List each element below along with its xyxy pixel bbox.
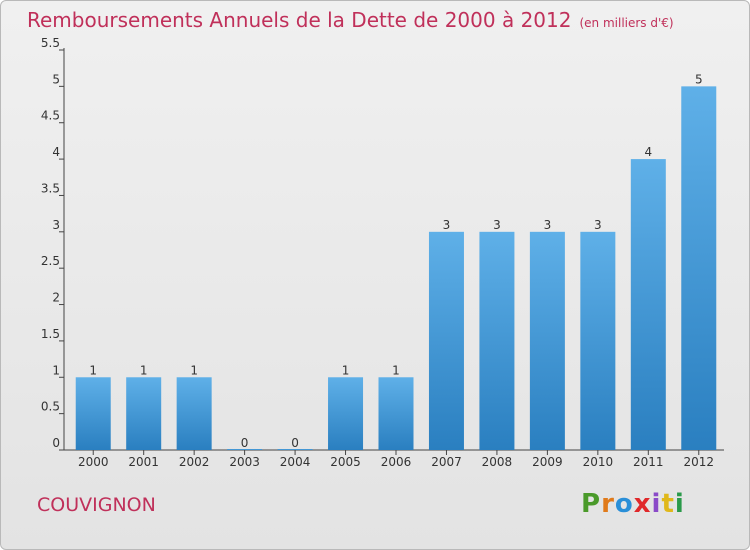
x-tick-label-2009: 2009 (532, 455, 563, 469)
value-label-2000: 1 (89, 363, 97, 377)
x-tick-label-2004: 2004 (280, 455, 311, 469)
y-tick-label: 0 (52, 436, 60, 450)
bar-2004 (277, 449, 313, 450)
chart-labels: 2000 1 2001 1 2002 1 2003 0 2004 0 2005 1 2006 1 2007 3… (78, 72, 714, 469)
bar-2001 (126, 377, 162, 450)
chart-title-text: Remboursements Annuels de la Dette de 20… (27, 8, 572, 32)
logo-letter: o (614, 489, 634, 519)
chart-bars (75, 86, 717, 450)
value-label-2006: 1 (392, 363, 400, 377)
x-tick-label-2012: 2012 (683, 455, 714, 469)
y-tick-label: 3 (52, 218, 60, 232)
y-tick-label: 2.5 (41, 254, 60, 268)
x-tick-label-2010: 2010 (583, 455, 614, 469)
x-tick-label-2000: 2000 (78, 455, 109, 469)
value-label-2011: 4 (644, 145, 652, 159)
bar-2012 (681, 86, 717, 450)
value-label-2002: 1 (190, 363, 198, 377)
bar-2003 (227, 449, 263, 450)
x-tick-label-2011: 2011 (633, 455, 664, 469)
logo-letter: t (661, 489, 675, 519)
bar-2007 (428, 231, 464, 450)
x-tick-label-2006: 2006 (381, 455, 412, 469)
y-tick-label: 4 (52, 145, 60, 159)
y-tick-label: 4.5 (41, 109, 60, 123)
bar-2011 (630, 159, 666, 450)
y-tick-label: 5 (52, 72, 60, 86)
bar-2002 (176, 377, 212, 450)
y-tick-label: 3.5 (41, 181, 60, 195)
value-label-2001: 1 (140, 363, 148, 377)
bar-2000 (75, 377, 111, 450)
value-label-2005: 1 (342, 363, 350, 377)
value-label-2007: 3 (443, 218, 451, 232)
x-tick-label-2008: 2008 (482, 455, 513, 469)
y-tick-label: 1 (52, 363, 60, 377)
bar-2008 (479, 231, 515, 450)
value-label-2004: 0 (291, 436, 299, 450)
x-tick-label-2002: 2002 (179, 455, 210, 469)
logo-letter: r (601, 489, 615, 519)
proxiti-logo: Proxiti (581, 489, 685, 519)
y-tick-label: 2 (52, 291, 60, 305)
value-label-2008: 3 (493, 218, 501, 232)
value-label-2009: 3 (544, 218, 552, 232)
logo-letter: x (633, 489, 652, 519)
y-tick-label: 1.5 (41, 327, 60, 341)
bar-2010 (580, 231, 616, 450)
chart-title: Remboursements Annuels de la Dette de 20… (27, 8, 674, 32)
x-tick-label-2005: 2005 (330, 455, 361, 469)
x-tick-label-2003: 2003 (229, 455, 260, 469)
value-label-2003: 0 (241, 436, 249, 450)
chart-subtitle: (en milliers d'€) (579, 16, 674, 30)
chart-axes: 0 0.5 1 1.5 2 2.5 3 3.5 4 4.5 5 5.5 (41, 36, 724, 455)
logo-letter: P (581, 489, 602, 519)
value-label-2010: 3 (594, 218, 602, 232)
y-tick-label: 5.5 (41, 36, 60, 50)
bar-2006 (378, 377, 414, 450)
bar-2005 (328, 377, 364, 450)
bar-2009 (529, 231, 565, 450)
x-tick-label-2001: 2001 (128, 455, 159, 469)
logo-letter: i (651, 489, 662, 519)
x-tick-label-2007: 2007 (431, 455, 462, 469)
commune-name: COUVIGNON (37, 494, 156, 516)
value-label-2012: 5 (695, 72, 703, 86)
y-tick-label: 0.5 (41, 400, 60, 414)
logo-letter: i (674, 489, 685, 519)
